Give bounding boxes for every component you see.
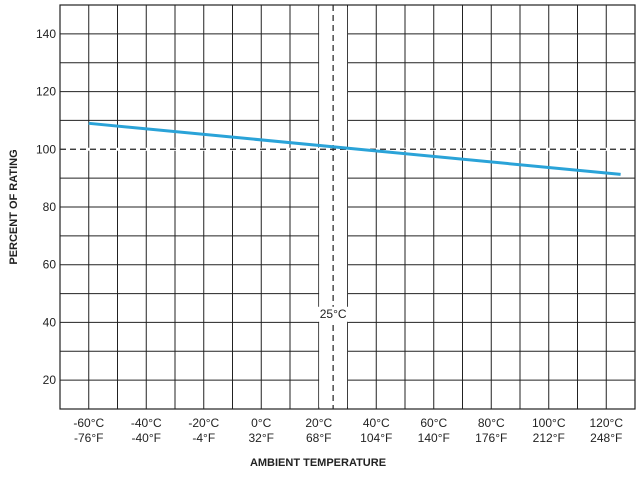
x-tick-label-fahrenheit: -4°F bbox=[192, 431, 215, 445]
grid-layer bbox=[60, 5, 635, 409]
y-tick-label: 40 bbox=[43, 315, 57, 329]
y-tick-label: 60 bbox=[43, 258, 57, 272]
x-tick-label-fahrenheit: 140°F bbox=[418, 431, 450, 445]
x-tick-label-fahrenheit: 176°F bbox=[475, 431, 507, 445]
x-tick-label-fahrenheit: 248°F bbox=[590, 431, 622, 445]
x-tick-labels: -60°C-76°F -40°C-40°F -20°C-4°F 0°C32°F 20°C… bbox=[73, 416, 623, 445]
y-tick-label: 20 bbox=[43, 373, 57, 387]
x-tick-label-fahrenheit: -76°F bbox=[74, 431, 103, 445]
plot-frame bbox=[59, 4, 636, 410]
x-tick-label-celsius: -60°C bbox=[73, 416, 104, 430]
y-tick-label: 80 bbox=[43, 200, 57, 214]
y-axis-title: PERCENT OF RATING bbox=[8, 149, 20, 264]
x-tick-label-celsius: 60°C bbox=[420, 416, 447, 430]
x-tick-label-fahrenheit: -40°F bbox=[132, 431, 161, 445]
x-tick-label-celsius: 20°C bbox=[305, 416, 332, 430]
x-tick-label-celsius: 120°C bbox=[590, 416, 624, 430]
x-tick-label-fahrenheit: 104°F bbox=[360, 431, 392, 445]
y-tick-label: 100 bbox=[36, 142, 56, 156]
x-tick-label-fahrenheit: 68°F bbox=[306, 431, 331, 445]
x-axis-title: AMBIENT TEMPERATURE bbox=[250, 457, 386, 469]
x-tick-label-fahrenheit: 32°F bbox=[249, 431, 274, 445]
x-tick-label-celsius: 0°C bbox=[251, 416, 271, 430]
series-line bbox=[88, 121, 621, 176]
x-tick-label-celsius: -20°C bbox=[188, 416, 219, 430]
series-layer bbox=[88, 121, 621, 176]
x-tick-label-celsius: -40°C bbox=[131, 416, 162, 430]
y-tick-label: 140 bbox=[36, 27, 56, 41]
reference-line-label: 25°C bbox=[320, 307, 347, 321]
x-tick-label-fahrenheit: 212°F bbox=[533, 431, 565, 445]
x-tick-label-celsius: 80°C bbox=[478, 416, 505, 430]
y-tick-labels: 20 40 60 80 100 120 140 bbox=[36, 27, 56, 387]
x-tick-label-celsius: 40°C bbox=[363, 416, 390, 430]
reference-label-backdrop bbox=[317, 306, 350, 322]
x-tick-label-celsius: 100°C bbox=[532, 416, 566, 430]
reference-lines bbox=[60, 5, 635, 409]
y-tick-label: 120 bbox=[36, 85, 56, 99]
